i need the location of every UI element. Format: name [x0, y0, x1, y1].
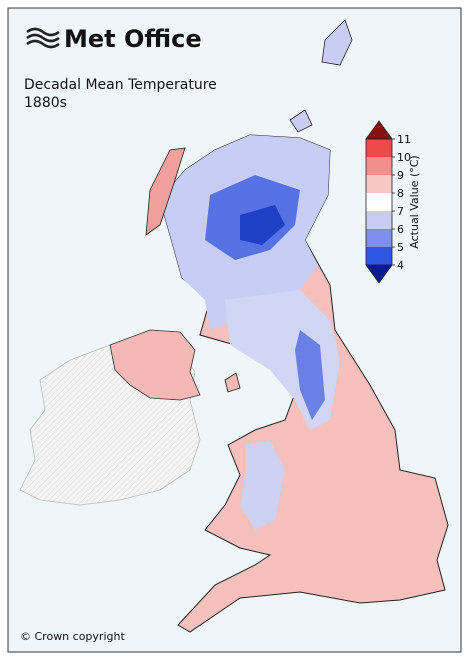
logo-text: Met Office	[64, 25, 202, 53]
colorbar-label: Actual Value (°C)	[408, 155, 421, 248]
logo-icon	[26, 27, 60, 49]
colorbar-segment	[366, 139, 392, 157]
map-title: Decadal Mean Temperature	[24, 77, 217, 93]
wales-cool	[240, 440, 285, 530]
colorbar-tick-label: 11	[397, 133, 411, 146]
pennines-cold	[295, 330, 325, 420]
copyright: © Crown copyright	[20, 630, 125, 643]
colorbar-tick-label: 5	[397, 241, 404, 254]
colorbar-segment	[366, 157, 392, 175]
colorbar-segment	[366, 229, 392, 247]
colorbar-tick-label: 9	[397, 169, 404, 182]
northern-ireland	[109, 329, 201, 401]
map-subtitle: 1880s	[24, 95, 67, 111]
colorbar-tick-label: 6	[397, 223, 404, 236]
colorbar-segment	[366, 175, 392, 193]
colorbar: 4 5 6 7 8 9 10 11 Actual Value (°C)	[365, 120, 421, 284]
grampians-cold	[240, 205, 285, 245]
colorbar-tick-label: 8	[397, 187, 404, 200]
colorbar-segment	[366, 247, 392, 265]
orkney	[289, 109, 313, 133]
colorbar-tick-label: 10	[397, 151, 411, 164]
colorbar-tick-label: 7	[397, 205, 404, 218]
colorbar-outline	[365, 138, 393, 266]
colorbar-segment	[366, 211, 392, 229]
outer-hebrides	[145, 147, 186, 236]
shetland	[321, 19, 353, 66]
colorbar-segment	[366, 193, 392, 211]
colorbar-tick-label: 4	[397, 259, 404, 272]
isle-of-man	[224, 372, 241, 393]
